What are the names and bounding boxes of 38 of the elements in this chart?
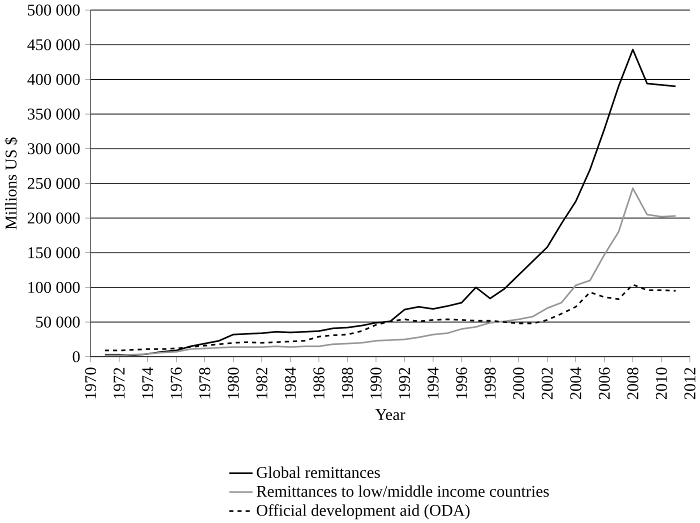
x-tick-label: 1974 bbox=[142, 367, 154, 398]
y-tick-label: 450 000 bbox=[27, 39, 80, 50]
y-tick-label: 300 000 bbox=[28, 143, 80, 154]
x-tick-label: 1988 bbox=[342, 368, 353, 398]
x-tick-label: 1972 bbox=[114, 368, 125, 398]
x-tick-label: 1996 bbox=[456, 367, 468, 398]
x-tick-label: 1978 bbox=[199, 368, 210, 398]
y-tick-label: 400 000 bbox=[27, 74, 80, 85]
y-tick-label: 50 000 bbox=[36, 316, 80, 328]
y-tick-label: 500 000 bbox=[28, 4, 80, 16]
legend-label: Official development aid (ODA) bbox=[256, 504, 470, 520]
x-tick-label: 2002 bbox=[542, 368, 553, 399]
x-tick-label: 1984 bbox=[284, 367, 296, 398]
x-tick-label: 2004 bbox=[570, 367, 582, 399]
x-tick-label: 2012 bbox=[684, 368, 696, 399]
x-tick-label: 1986 bbox=[313, 367, 324, 398]
y-tick-label: 100 000 bbox=[28, 282, 80, 293]
x-axis-title: Year bbox=[375, 409, 406, 420]
x-tick-label: 1990 bbox=[370, 368, 382, 398]
x-tick-label: 1992 bbox=[399, 368, 410, 398]
y-axis-title: Millions US $ bbox=[4, 137, 18, 230]
legend-label: Global remittances bbox=[256, 466, 380, 478]
x-tick-label: 1994 bbox=[428, 367, 439, 398]
y-tick-label: 150 000 bbox=[28, 247, 80, 258]
y-tick-label: 250 000 bbox=[28, 178, 80, 189]
x-tick-label: 1998 bbox=[484, 368, 496, 398]
y-tick-label: 200 000 bbox=[28, 212, 80, 224]
x-tick-label: 2000 bbox=[513, 368, 524, 399]
x-tick-label: 1982 bbox=[256, 368, 268, 398]
x-tick-label: 2010 bbox=[656, 368, 667, 399]
x-tick-label: 2006 bbox=[598, 367, 610, 399]
x-tick-label: 1970 bbox=[85, 368, 96, 398]
y-tick-label: 350 000 bbox=[28, 108, 80, 120]
x-tick-label: 1980 bbox=[228, 368, 239, 398]
legend-label: Remittances to low/middle income countries bbox=[256, 485, 549, 497]
x-tick-label: 1976 bbox=[170, 367, 182, 398]
y-tick-label: 0 bbox=[72, 351, 80, 362]
x-tick-label: 2008 bbox=[627, 368, 638, 399]
